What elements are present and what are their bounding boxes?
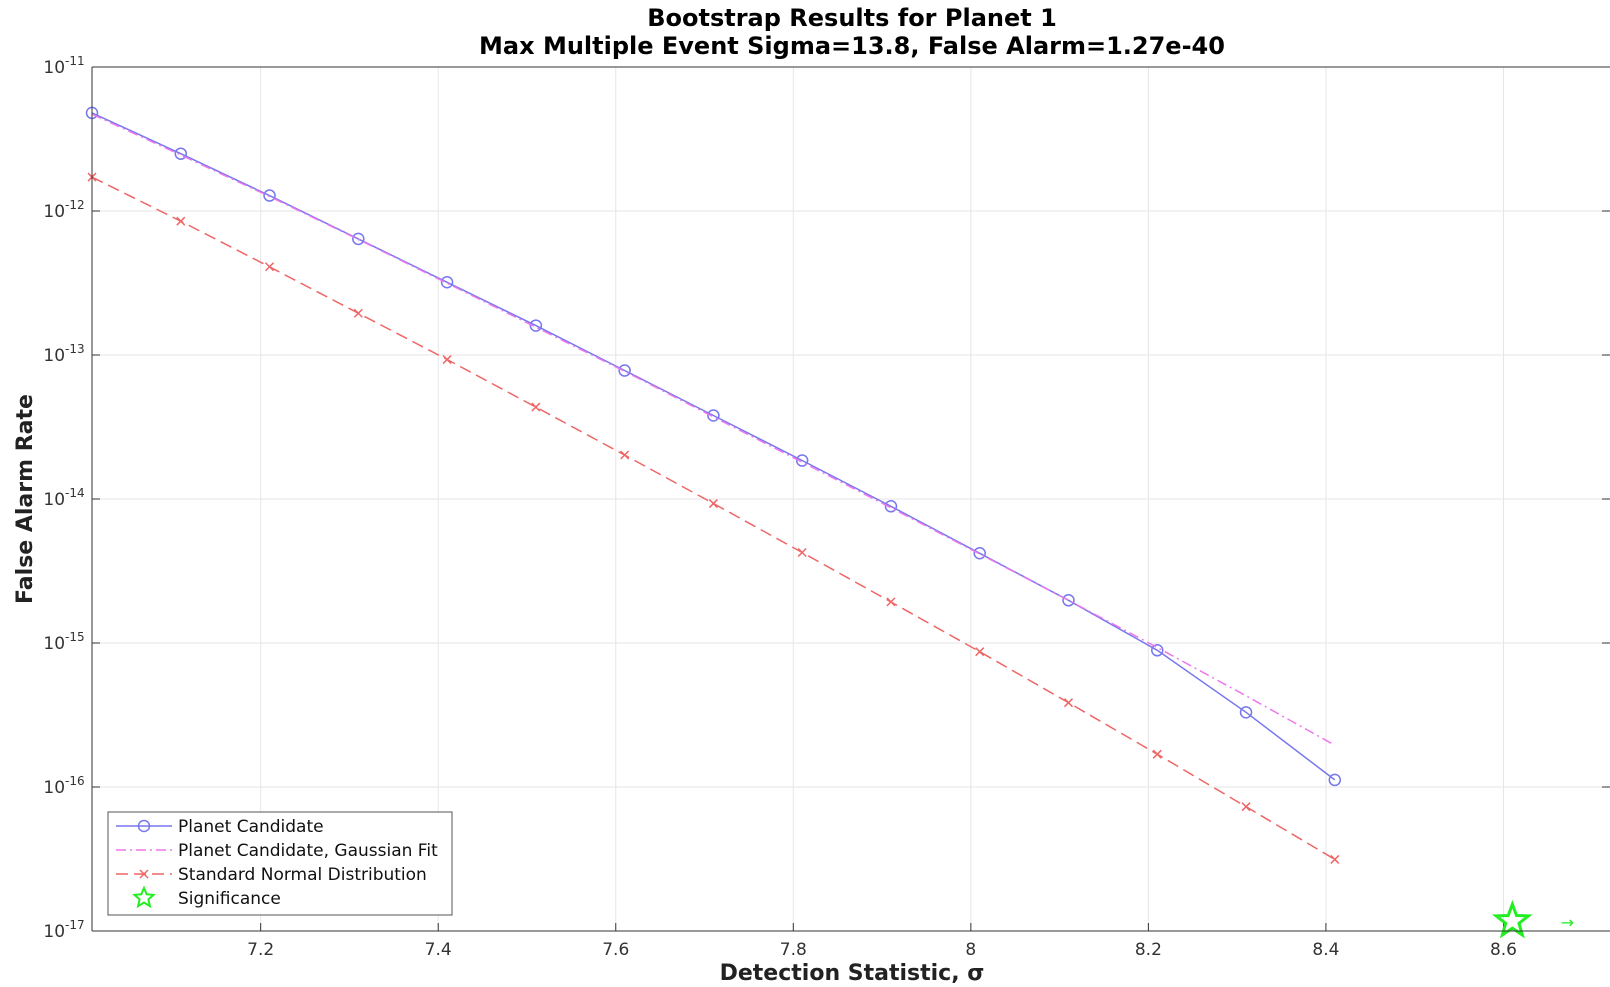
- legend-marker-x: [139, 869, 149, 879]
- legend-item-gaussian-fit: Planet Candidate, Gaussian Fit: [116, 841, 438, 861]
- x-tick-label: 8: [965, 940, 976, 960]
- data-point-x: [708, 499, 718, 509]
- y-tick-exponent: -13: [65, 342, 85, 356]
- data-point-x: [797, 547, 807, 558]
- x-ticks: 7.2 7.4 7.6 7.8 8 8.2 8.4 8.6: [247, 923, 1517, 960]
- series-line-planet-candidate-gaussian-fit: [91, 113, 1336, 746]
- y-tick-exponent: -12: [65, 198, 85, 212]
- significance-star-marker: [1492, 899, 1533, 939]
- series-standard-normal-distribution: [87, 172, 1340, 864]
- data-point-x: [176, 216, 186, 226]
- x-axis-label: Detection Statistic, σ: [720, 961, 985, 986]
- data-point-circle: [707, 409, 720, 422]
- data-point-x: [620, 450, 630, 460]
- data-point-x: [265, 262, 275, 272]
- data-point-circle: [795, 454, 809, 467]
- data-point-circle: [263, 189, 276, 202]
- y-tick-label: 10-15: [43, 630, 84, 654]
- data-point-circle: [174, 147, 188, 160]
- x-tick-label: 7.6: [602, 940, 629, 960]
- x-tick-label: 8.2: [1135, 940, 1162, 960]
- y-tick-base: 10: [43, 346, 65, 366]
- legend-label-significance: Significance: [178, 889, 281, 909]
- y-tick-label: 10-12: [43, 198, 84, 222]
- data-point-circle: [884, 500, 898, 513]
- data-point-x: [1330, 854, 1340, 864]
- legend-label-gaussian-fit: Planet Candidate, Gaussian Fit: [178, 841, 438, 861]
- legend-marker-star: [132, 885, 156, 909]
- y-tick-exponent: -11: [65, 54, 85, 68]
- x-tick-label: 7.4: [425, 940, 452, 960]
- legend-label-standard-normal: Standard Normal Distribution: [178, 865, 427, 885]
- y-tick-exponent: -16: [65, 774, 85, 788]
- legend-marker-circle: [137, 819, 151, 833]
- y-tick-exponent: -14: [65, 486, 85, 500]
- x-tick-label: 8.6: [1490, 940, 1517, 960]
- data-point-circle: [1062, 594, 1075, 607]
- data-point-x: [975, 647, 985, 657]
- y-tick-base: 10: [43, 922, 65, 942]
- y-axis-label: False Alarm Rate: [13, 394, 38, 604]
- y-tick-base: 10: [43, 778, 65, 798]
- y-tick-base: 10: [43, 202, 65, 222]
- legend-item-planet-candidate: Planet Candidate: [116, 817, 324, 837]
- legend-item-significance: Significance: [132, 885, 281, 909]
- y-tick-label: 10-11: [43, 54, 84, 78]
- legend-item-standard-normal: Standard Normal Distribution: [116, 865, 427, 885]
- y-tick-label: 10-14: [43, 486, 84, 510]
- significance-arrow-annotation: →: [1561, 913, 1574, 932]
- data-point-circle: [1151, 644, 1164, 657]
- x-tick-label: 7.2: [247, 940, 274, 960]
- x-tick-label: 8.4: [1312, 940, 1339, 960]
- legend-label-planet-candidate: Planet Candidate: [178, 817, 324, 837]
- chart-title: Bootstrap Results for Planet 1: [647, 4, 1057, 32]
- y-tick-base: 10: [43, 58, 65, 78]
- data-point-circle: [352, 232, 365, 246]
- data-point-x: [1152, 749, 1162, 759]
- data-point-x: [442, 355, 452, 365]
- y-tick-base: 10: [43, 634, 65, 654]
- y-tick-label: 10-13: [43, 342, 84, 366]
- data-point-circle: [1239, 706, 1253, 719]
- y-tick-label: 10-17: [43, 918, 84, 942]
- legend: Planet Candidate Planet Candidate, Gauss…: [107, 811, 453, 916]
- data-point-circle: [440, 276, 454, 289]
- y-tick-exponent: -17: [65, 918, 85, 932]
- series-significance: →: [1492, 899, 1574, 939]
- data-point-circle: [1328, 773, 1342, 787]
- data-point-circle: [618, 364, 631, 377]
- series-layer: →: [85, 106, 1574, 939]
- data-point-circle: [529, 319, 543, 332]
- y-tick-base: 10: [43, 490, 65, 510]
- data-point-x: [353, 308, 363, 318]
- data-point-circle: [973, 547, 986, 560]
- data-point-x: [531, 402, 541, 412]
- legend-box: [107, 811, 453, 916]
- data-point-x: [1063, 698, 1074, 708]
- data-point-x: [886, 597, 896, 607]
- chart-subtitle: Max Multiple Event Sigma=13.8, False Ala…: [479, 32, 1225, 60]
- series-line-standard-normal-distribution: [91, 176, 1336, 861]
- data-point-x: [1241, 802, 1251, 812]
- y-tick-exponent: -15: [65, 630, 85, 644]
- x-tick-label: 7.8: [780, 940, 807, 960]
- series-planet-candidate-gaussian-fit: [91, 113, 1336, 746]
- y-tick-label: 10-16: [43, 774, 84, 798]
